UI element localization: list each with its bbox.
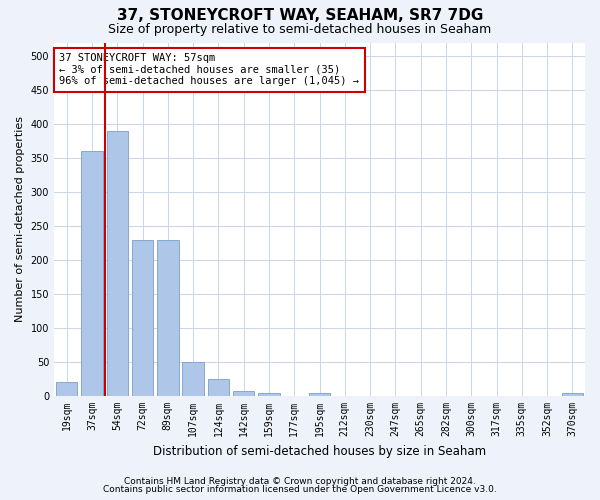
Bar <box>157 240 179 396</box>
Y-axis label: Number of semi-detached properties: Number of semi-detached properties <box>15 116 25 322</box>
Bar <box>208 379 229 396</box>
Bar <box>132 240 153 396</box>
X-axis label: Distribution of semi-detached houses by size in Seaham: Distribution of semi-detached houses by … <box>153 444 486 458</box>
Bar <box>56 382 77 396</box>
Bar <box>182 362 204 396</box>
Bar <box>107 131 128 396</box>
Bar <box>309 392 330 396</box>
Text: Contains HM Land Registry data © Crown copyright and database right 2024.: Contains HM Land Registry data © Crown c… <box>124 477 476 486</box>
Text: Contains public sector information licensed under the Open Government Licence v3: Contains public sector information licen… <box>103 485 497 494</box>
Text: Size of property relative to semi-detached houses in Seaham: Size of property relative to semi-detach… <box>109 22 491 36</box>
Bar <box>258 392 280 396</box>
Text: 37, STONEYCROFT WAY, SEAHAM, SR7 7DG: 37, STONEYCROFT WAY, SEAHAM, SR7 7DG <box>117 8 483 22</box>
Bar <box>81 152 103 396</box>
Text: 37 STONEYCROFT WAY: 57sqm
← 3% of semi-detached houses are smaller (35)
96% of s: 37 STONEYCROFT WAY: 57sqm ← 3% of semi-d… <box>59 53 359 86</box>
Bar <box>233 390 254 396</box>
Bar <box>562 392 583 396</box>
